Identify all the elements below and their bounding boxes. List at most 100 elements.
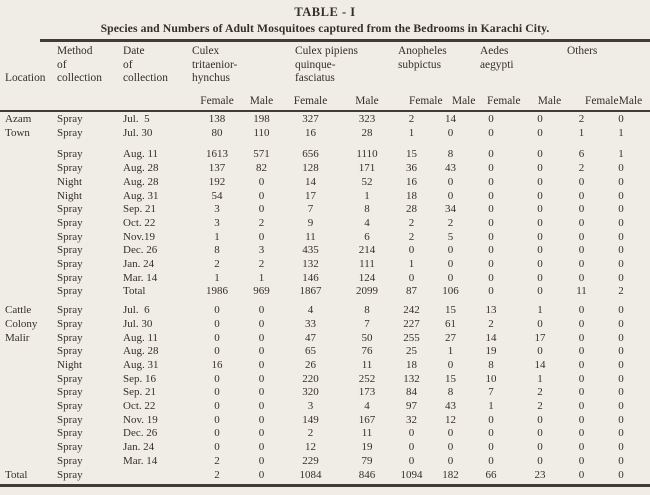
cell-value: 2 [258,216,265,229]
cell-value: 13 [485,304,497,317]
cell-value: 0 [447,358,454,371]
cell-value: 0 [214,441,220,454]
table-row: Spray Oct. 22 3 2 9 4 2 2 0 0 0 0 [5,217,645,231]
cell-value: 0 [447,454,454,467]
cell-value: 8 [488,358,494,371]
cell-value: 229 [302,454,319,467]
cell-value: 17 [534,331,546,344]
cell-value: 0 [408,271,415,284]
cell-value: 2099 [356,285,378,298]
cell-value: 2 [578,162,585,175]
cell-date: Jul. 30 [123,317,153,330]
cell-method: Spray [57,258,83,271]
cell-value: 0 [258,203,265,216]
cell-value: 0 [578,468,585,481]
cell-value: 0 [258,413,265,426]
cell-value: 0 [578,331,585,344]
cell-value: 198 [253,113,270,125]
cell-value: 50 [361,331,373,344]
cell-value: 138 [208,113,226,125]
cell-value: 0 [488,441,494,454]
cell-value: 0 [488,148,494,161]
cell-value: 110 [253,126,270,139]
cell-method: Spray [57,304,83,317]
cell-value: 0 [408,427,415,440]
cell-value: 0 [488,258,494,271]
cell-value: 255 [403,331,420,344]
cell-value: 0 [618,162,624,175]
cell-value: 36 [406,162,417,175]
table-row: Spray Sep. 16 0 0 220 252 132 15 10 1 0 0 [5,373,645,387]
cell-value: 132 [403,372,420,385]
cell-value: 1 [618,126,624,139]
cell-value: 0 [447,258,454,271]
cell-value: 3 [307,400,314,413]
cell-value: 1110 [356,148,378,161]
cell-value: 0 [537,441,543,454]
cell-value: 0 [618,331,624,344]
cell-value: 0 [214,400,220,413]
subheader-male: Male [355,95,379,108]
cell-value: 0 [618,468,624,481]
cell-value: 0 [537,189,543,202]
col-header-others: Others [567,45,598,57]
table-row: Cattle Colony Malir Spray Jul. 6 0 0 4 8 242 15 1… [5,299,645,343]
cell-value: 0 [214,345,220,358]
cell-value: 106 [442,285,459,298]
cell-value: 0 [488,189,494,202]
cell-location: Cattle Colony Malir [5,304,38,344]
cell-method: Spray [57,331,83,344]
table-row: Spray Sep. 21 3 0 7 8 28 34 0 0 0 0 [5,203,645,217]
cell-value: 149 [302,413,319,426]
cell-value: 16 [305,126,316,139]
cell-value: 4 [364,400,370,413]
table-header: Location Method of collection Date of co… [5,45,645,113]
cell-value: 0 [258,345,265,358]
cell-value: 3 [258,244,265,257]
cell-method: Spray [57,345,83,358]
cell-value: 0 [214,317,220,330]
table-row: Spray Jul. 30 0 0 33 7 227 61 2 0 0 0 [5,318,645,332]
cell-value: 23 [534,468,546,481]
subheader-male: Male [452,95,476,108]
cell-value: 19 [361,441,373,454]
cell-value: 1 [488,400,494,413]
table-row: Spray Total 1986 969 1867 2099 87 106 0 0 11 2 [5,285,645,299]
cell-date: Mar. 14 [123,271,158,284]
cell-value: 18 [406,358,417,371]
cell-date: Sep. 16 [123,372,156,385]
cell-value: 2 [214,454,220,467]
cell-method: Spray [57,285,83,298]
cell-value: 0 [618,175,624,188]
cell-value: 220 [302,372,319,385]
cell-value: 0 [578,345,585,358]
cell-value: 0 [537,175,543,188]
table-row: Spray Oct. 22 0 0 3 4 97 43 1 2 0 0 [5,400,645,414]
cell-value: 0 [447,126,454,139]
cell-method: Spray [57,372,83,385]
cell-value: 0 [488,216,494,229]
cell-value: 969 [253,285,270,298]
cell-value: 0 [447,271,454,284]
cell-value: 0 [447,189,454,202]
cell-value: 7 [307,203,314,216]
cell-value: 3 [214,216,220,229]
cell-value: 0 [578,203,585,216]
cell-value: 173 [358,386,376,399]
cell-method: Spray [57,468,83,481]
table-row: Spray Nov. 19 0 0 149 167 32 12 0 0 0 0 [5,414,645,428]
cell-value: 0 [578,271,585,284]
subheader-male: Male [249,95,274,108]
cell-value: 43 [445,162,456,175]
cell-date: Aug. 31 [123,189,159,202]
mosquito-data-table: Location Method of collection Date of co… [5,45,645,482]
cell-value: 0 [488,454,494,467]
cell-method: Night [57,358,83,371]
cell-value: 320 [302,386,319,399]
cell-value: 0 [408,244,415,257]
cell-value: 1 [258,271,265,284]
cell-method: Spray [57,413,83,426]
cell-value: 0 [488,126,494,139]
cell-method: Spray [57,148,83,161]
